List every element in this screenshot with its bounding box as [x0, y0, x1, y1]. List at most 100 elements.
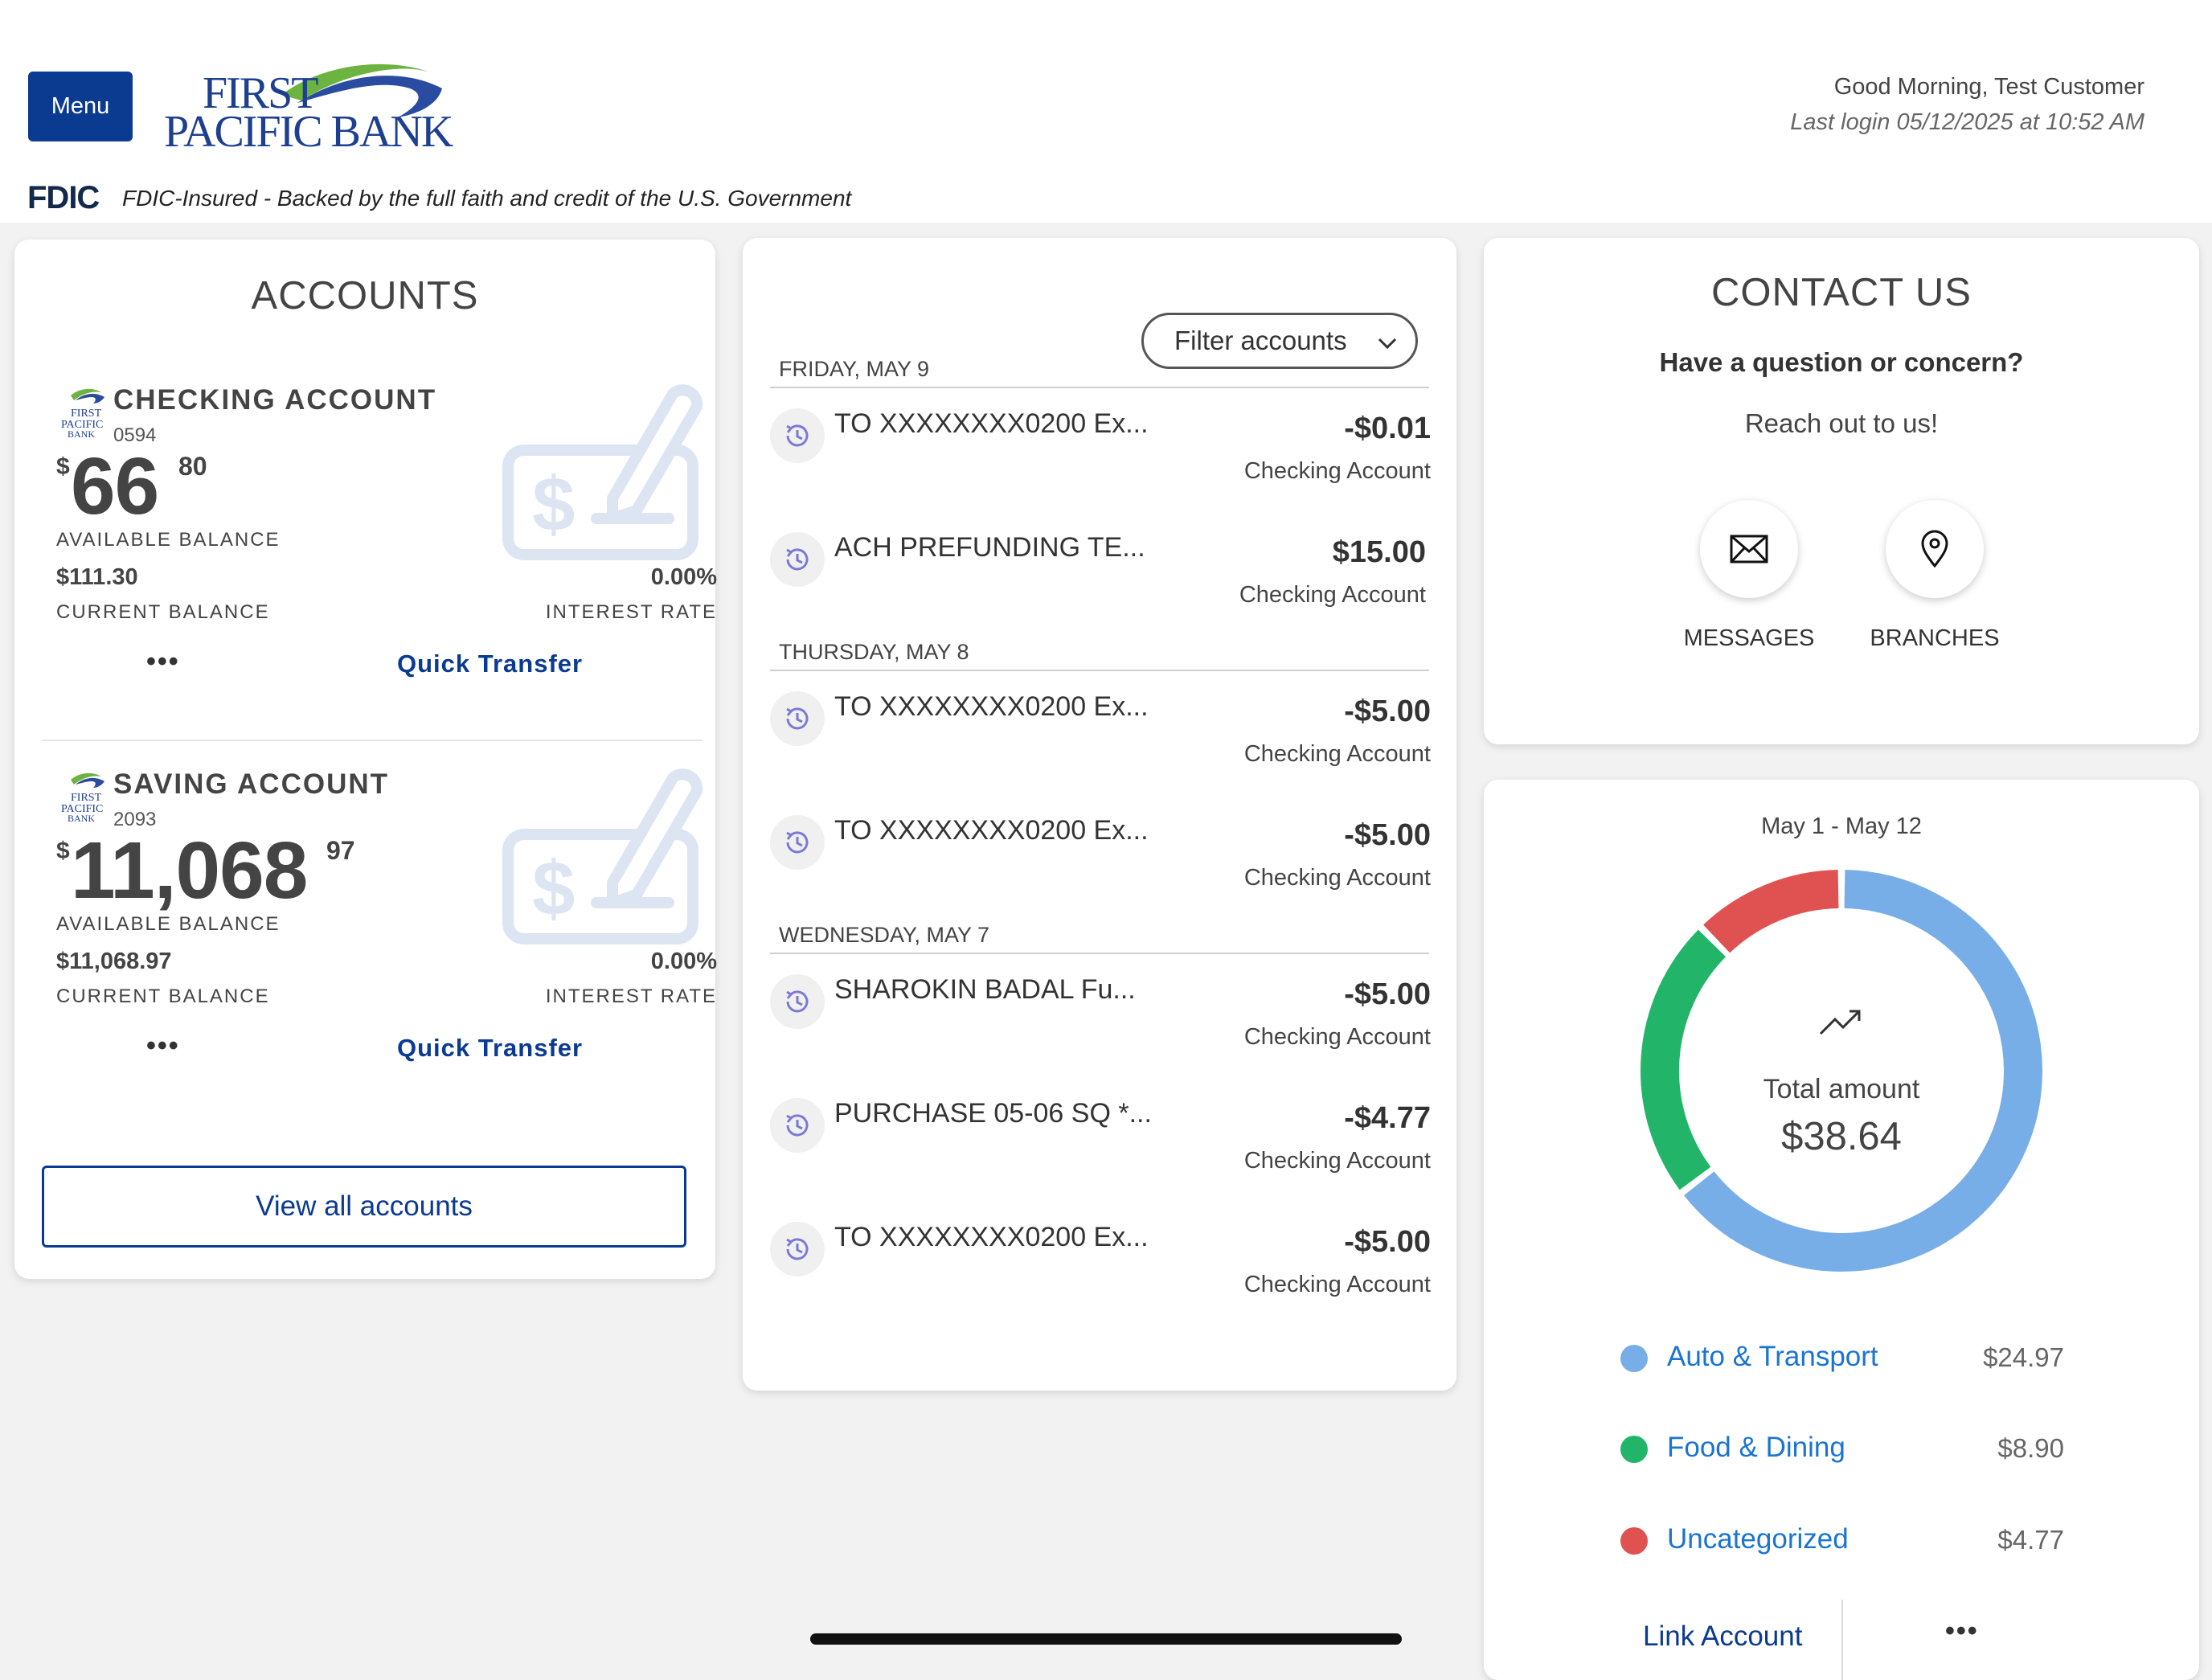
category-link-auto-transport[interactable]: Auto & Transport [1667, 1341, 1878, 1372]
transaction-description: TO XXXXXXXX0200 Ex... [834, 408, 1149, 439]
pending-clock-icon [770, 532, 825, 587]
current-balance-value: $11,068.97 [56, 949, 172, 974]
view-all-accounts-button[interactable]: View all accounts [42, 1166, 686, 1248]
account-number: 2093 [113, 809, 157, 830]
greeting-text: Good Morning, Test Customer [1833, 74, 2144, 100]
pending-clock-icon [770, 691, 825, 746]
balance-cents: 97 [326, 836, 355, 865]
transaction-row[interactable]: ACH PREFUNDING TE... $15.00 Checking Acc… [770, 532, 1431, 653]
svg-text:$: $ [532, 461, 575, 547]
check-payment-icon: $ [502, 768, 703, 944]
quick-transfer-link[interactable]: Quick Transfer [397, 1034, 584, 1062]
pending-clock-icon [770, 408, 825, 463]
footer-divider [1841, 1600, 1843, 1680]
envelope-icon [1730, 535, 1768, 563]
logo-text-pacific-bank: PACIFIC BANK [164, 107, 453, 157]
pending-clock-icon [770, 815, 825, 870]
svg-text:$: $ [532, 846, 575, 932]
day-divider [770, 387, 1429, 388]
category-amount: $8.90 [1997, 1433, 2064, 1463]
transaction-description: TO XXXXXXXX0200 Ex... [834, 691, 1149, 722]
total-amount-value: $38.64 [1781, 1115, 1902, 1158]
interest-rate-label: INTEREST RATE [545, 601, 717, 623]
interest-rate-label: INTEREST RATE [545, 985, 717, 1007]
donut-slice-auto-transport[interactable] [1684, 870, 2042, 1272]
logo-text-first: FIRST [203, 68, 318, 118]
quick-transfer-link[interactable]: Quick Transfer [397, 649, 584, 678]
category-link-food-dining[interactable]: Food & Dining [1667, 1432, 1845, 1463]
branches-label: BRANCHES [1870, 625, 2000, 651]
donut-slice-uncategorized[interactable] [1703, 870, 1839, 953]
svg-text:FIRST: FIRST [71, 408, 102, 420]
link-account-link[interactable]: Link Account [1643, 1621, 1803, 1652]
spending-donut-chart[interactable] [1636, 865, 2047, 1276]
currency-symbol: $ [56, 453, 70, 480]
transaction-amount: -$5.00 [1344, 1225, 1431, 1259]
pending-clock-icon [770, 1098, 825, 1153]
transaction-description: ACH PREFUNDING TE... [834, 532, 1145, 563]
transaction-row[interactable]: TO XXXXXXXX0200 Ex... -$5.00 Checking Ac… [770, 815, 1431, 936]
available-balance-label: AVAILABLE BALANCE [56, 913, 281, 935]
branches-button[interactable] [1886, 500, 1984, 598]
svg-text:FIRST: FIRST [71, 792, 102, 804]
transaction-description: TO XXXXXXXX0200 Ex... [834, 1222, 1149, 1252]
contact-us-card: CONTACT US Have a question or concern? R… [1484, 238, 2199, 744]
account-name: CHECKING ACCOUNT [113, 384, 437, 416]
transaction-account: Checking Account [1239, 582, 1426, 608]
transaction-amount: -$4.77 [1344, 1101, 1431, 1135]
legend-dot [1620, 1345, 1648, 1372]
current-balance-value: $111.30 [56, 564, 138, 590]
currency-symbol: $ [56, 838, 70, 864]
spending-card: May 1 - May 12 Total amount $38.64 Auto … [1484, 780, 2199, 1680]
day-header: FRIDAY, MAY 9 [779, 357, 930, 381]
filter-accounts-dropdown[interactable]: Filter accounts [1141, 313, 1418, 369]
svg-text:BANK: BANK [68, 428, 95, 440]
pending-clock-icon [770, 1222, 825, 1276]
account-more-button[interactable]: ••• [146, 646, 180, 677]
filter-accounts-label: Filter accounts [1174, 326, 1347, 355]
legend-dot [1620, 1436, 1648, 1463]
interest-rate-value: 0.00% [650, 949, 717, 974]
location-pin-icon [1921, 530, 1948, 568]
pending-clock-icon [770, 974, 825, 1029]
account-checking[interactable]: FIRST PACIFIC BANK CHECKING ACCOUNT 0594… [42, 384, 717, 690]
category-amount: $24.97 [1983, 1342, 2064, 1372]
transaction-amount: -$5.00 [1344, 695, 1431, 728]
transaction-row[interactable]: TO XXXXXXXX0200 Ex... -$5.00 Checking Ac… [770, 1222, 1431, 1342]
account-saving[interactable]: FIRST PACIFIC BANK SAVING ACCOUNT 2093 $… [42, 768, 717, 1074]
transaction-description: SHAROKIN BADAL Fu... [834, 974, 1136, 1005]
transaction-account: Checking Account [1243, 1272, 1431, 1297]
transaction-amount: -$5.00 [1344, 818, 1431, 852]
available-balance-label: AVAILABLE BALANCE [56, 529, 281, 551]
donut-slice-food-dining[interactable] [1641, 929, 1727, 1190]
transaction-amount: -$0.01 [1344, 412, 1431, 445]
account-number: 0594 [113, 424, 157, 446]
contact-title: CONTACT US [1711, 271, 1972, 314]
bank-logo[interactable]: FIRST PACIFIC BANK [161, 56, 453, 161]
home-indicator [810, 1633, 1402, 1645]
day-header: WEDNESDAY, MAY 7 [779, 923, 990, 947]
transaction-row[interactable]: TO XXXXXXXX0200 Ex... -$0.01 Checking Ac… [770, 408, 1431, 529]
day-divider [770, 670, 1429, 671]
transactions-card: Filter accounts FRIDAY, MAY 9 TO XXXXXXX… [743, 238, 1456, 1391]
svg-text:PACIFIC: PACIFIC [61, 419, 103, 431]
messages-button[interactable] [1700, 500, 1798, 598]
logo-swoosh-icon [281, 64, 442, 117]
menu-button[interactable]: Menu [28, 72, 133, 141]
fdic-logo: FDIC [27, 180, 100, 215]
category-link-uncategorized[interactable]: Uncategorized [1667, 1523, 1849, 1555]
accounts-card: ACCOUNTS FIRST PACIFIC BANK CHECKING ACC… [14, 240, 717, 1279]
transaction-account: Checking Account [1243, 741, 1431, 767]
transaction-row[interactable]: PURCHASE 05-06 SQ *... -$4.77 Checking A… [770, 1098, 1431, 1219]
transaction-account: Checking Account [1243, 458, 1431, 484]
account-more-button[interactable]: ••• [146, 1031, 180, 1061]
svg-text:BANK: BANK [68, 813, 95, 824]
balance-whole: 11,068 [71, 826, 308, 916]
current-balance-label: CURRENT BALANCE [56, 601, 270, 623]
bank-mini-logo-icon: FIRST PACIFIC BANK [61, 388, 104, 440]
transaction-row[interactable]: TO XXXXXXXX0200 Ex... -$5.00 Checking Ac… [770, 691, 1431, 812]
transaction-row[interactable]: SHAROKIN BADAL Fu... -$5.00 Checking Acc… [770, 974, 1431, 1095]
category-amount: $4.77 [1997, 1525, 2064, 1555]
transaction-account: Checking Account [1243, 1024, 1431, 1050]
spending-more-button[interactable]: ••• [1945, 1616, 1979, 1646]
